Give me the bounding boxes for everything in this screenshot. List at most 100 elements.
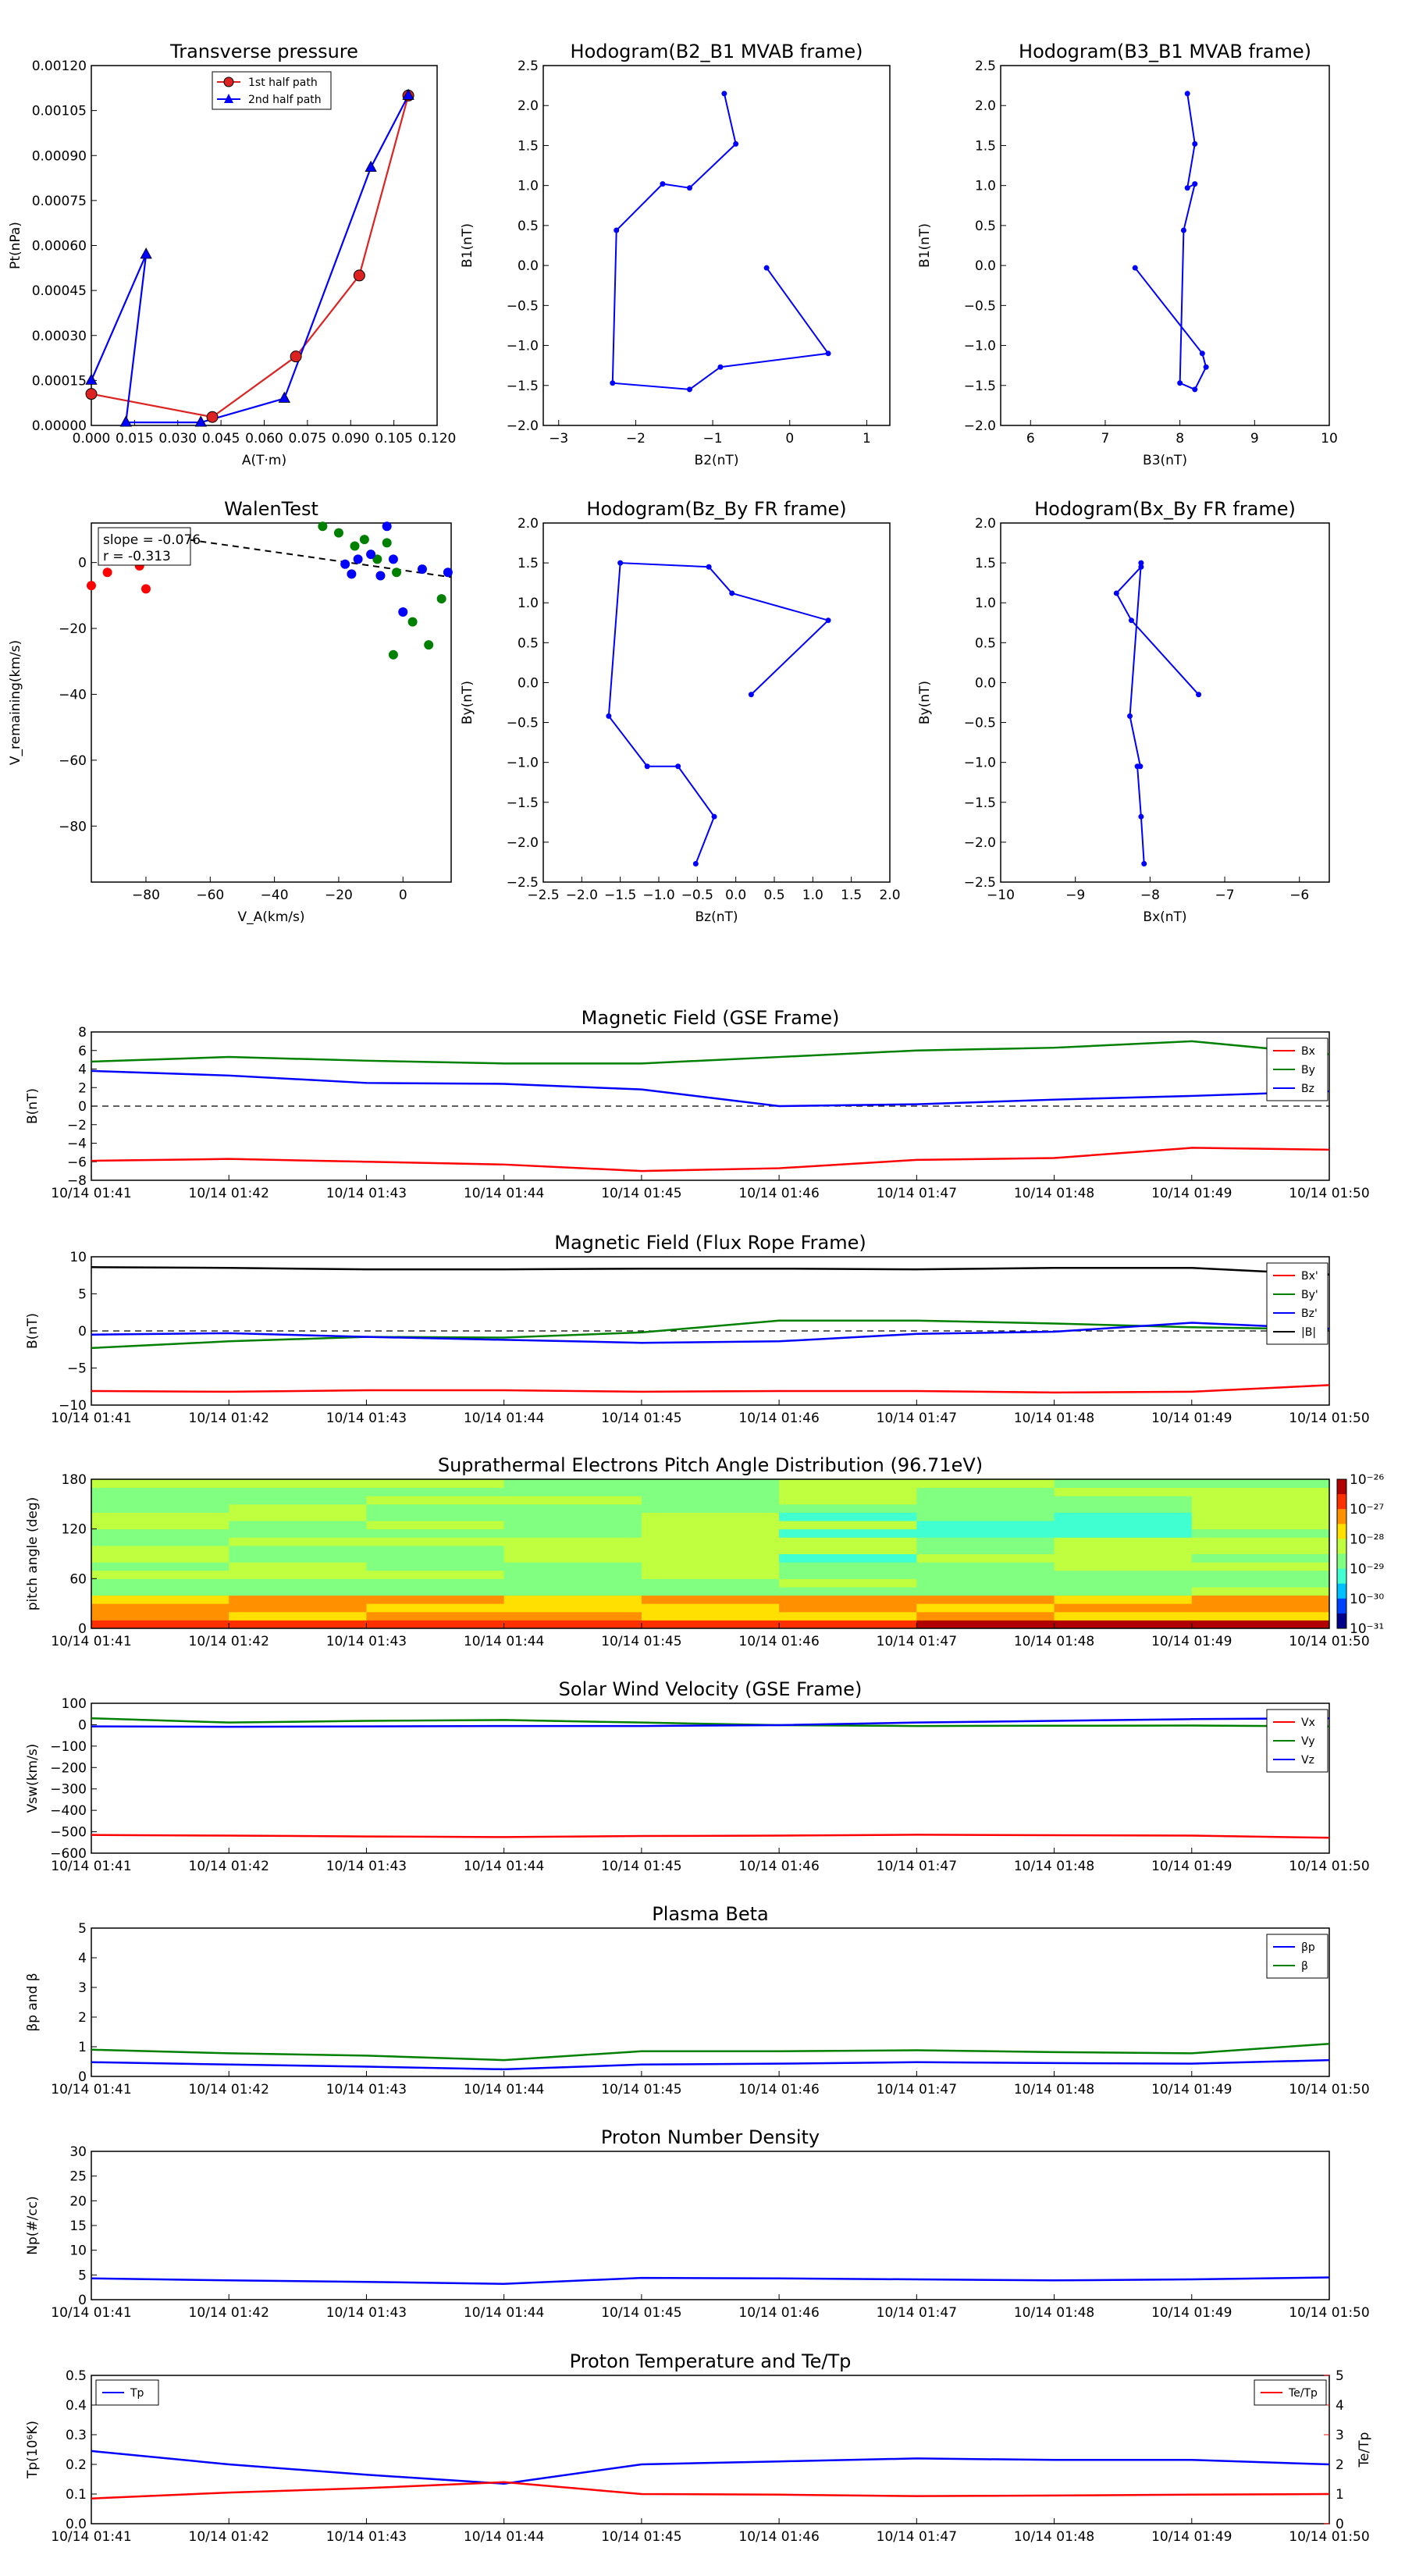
transverse-pressure-point-2 xyxy=(119,415,132,427)
walen-test-annotation-box xyxy=(98,527,191,566)
transverse-pressure-point-2 xyxy=(365,160,377,173)
tp-xtick-label: 10/14 01:50 xyxy=(1289,2529,1369,2545)
np-xtick-label: 10/14 01:42 xyxy=(189,2305,269,2321)
tp-series-1 xyxy=(91,2481,1330,2500)
pad-cell xyxy=(503,1528,642,1538)
pad-cell xyxy=(366,1528,505,1538)
vsw-xtick-label: 10/14 01:45 xyxy=(601,1859,681,1874)
pad-cell xyxy=(1191,1611,1330,1621)
hodo-b2b1-path xyxy=(611,93,830,390)
tp-ylabel: Te/Tp xyxy=(1357,2432,1372,2468)
hodo-bzby-ytick-label: −2.5 xyxy=(507,875,539,891)
walen-test-ytick-label: 0 xyxy=(78,556,87,571)
hodo-bzby-ytick-label: 2.0 xyxy=(518,516,539,532)
hodo-b3b1-xtick-label: 10 xyxy=(1321,431,1338,447)
hodo-bxby-point xyxy=(1138,564,1144,570)
pad-cell xyxy=(1191,1496,1330,1505)
hodo-b2b1-point xyxy=(721,91,727,97)
tp-legend-label-0: Tp xyxy=(130,2387,144,2400)
b-gse-xtick-label: 10/14 01:50 xyxy=(1289,1186,1369,1201)
b-fr-legend xyxy=(1266,1262,1329,1345)
pad-cell xyxy=(91,1578,229,1588)
pad-cell xyxy=(91,1570,229,1579)
pad-cell xyxy=(641,1496,780,1505)
hodo-b3b1-xtick-label: 8 xyxy=(1176,431,1184,447)
pad-cell xyxy=(229,1521,367,1530)
np-ytick-label: 10 xyxy=(69,2243,87,2259)
vsw-xtick-label: 10/14 01:47 xyxy=(877,1859,957,1874)
tp-xtick-label: 10/14 01:45 xyxy=(601,2529,681,2545)
transverse-pressure-xtick-label: 0.060 xyxy=(245,431,283,447)
tp-series-0 xyxy=(91,2450,1330,2485)
walen-test-xlabel: V_A(km/s) xyxy=(237,909,304,925)
hodo-bxby-title: Hodogram(Bx_By FR frame) xyxy=(1034,498,1296,520)
pad-colorbar-segment xyxy=(1337,1598,1346,1614)
b-gse-series-2 xyxy=(91,1069,1330,1108)
beta-frame xyxy=(91,1927,1330,2077)
hodo-bzby-xtick-label: 1.5 xyxy=(841,888,862,903)
hodo-b2b1-ytick-label: 2.0 xyxy=(518,98,539,114)
hodo-b2b1-ytick-label: 2.5 xyxy=(518,59,539,74)
pad-colorbar-label: 10⁻²⁹ xyxy=(1350,1562,1384,1578)
tp-ytick-label: 5 xyxy=(1336,2368,1344,2384)
np-xtick-label: 10/14 01:45 xyxy=(601,2305,681,2321)
hodo-bxby-path xyxy=(1115,563,1200,864)
pad-cell xyxy=(916,1496,1055,1505)
pad-colorbar-label: 10⁻²⁷ xyxy=(1350,1502,1384,1517)
pad-cell xyxy=(1054,1545,1193,1554)
hodo-b2b1-point xyxy=(686,185,692,191)
vsw-ytick-label: −600 xyxy=(50,1846,87,1862)
b-gse-ytick-label: 4 xyxy=(78,1062,87,1078)
transverse-pressure-point-2 xyxy=(278,391,291,403)
hodo-bxby-ytick-label: 1.0 xyxy=(975,596,996,611)
pad-cell xyxy=(641,1595,780,1604)
beta-ytick-label: 2 xyxy=(78,2010,87,2026)
pad-ytick-label: 0 xyxy=(78,1621,87,1637)
hodo-b2b1-point xyxy=(660,181,666,187)
hodo-bxby-point xyxy=(1141,860,1147,866)
vsw-ytick-label: 100 xyxy=(62,1696,87,1712)
pad-frame xyxy=(91,1478,1330,1629)
hodo-bxby-frame xyxy=(1000,522,1330,883)
hodo-b3b1-point xyxy=(1184,91,1190,97)
pad-cell xyxy=(503,1487,642,1496)
beta-xtick-label: 10/14 01:41 xyxy=(51,2082,131,2097)
pad-cell xyxy=(366,1487,505,1496)
hodo-bzby-point xyxy=(606,713,612,719)
b-gse-ytick-label: 2 xyxy=(78,1080,87,1096)
walen-test-point-red xyxy=(102,568,112,578)
walen-test-ytick-label: −40 xyxy=(59,687,87,703)
pad-colorbar-segment xyxy=(1337,1494,1346,1510)
walen-test-point-blue xyxy=(340,559,350,569)
pad-cells xyxy=(91,1479,1330,1629)
pad-cell xyxy=(503,1578,642,1588)
pad-cell xyxy=(229,1479,367,1489)
pad-xtick-label: 10/14 01:47 xyxy=(877,1634,957,1649)
tp-ytick-label: 0.3 xyxy=(66,2428,87,2443)
pad-colorbar-label: 10⁻²⁶ xyxy=(1350,1472,1384,1488)
vsw-ytick-label: −100 xyxy=(50,1739,87,1755)
hodo-b2b1-ytick-label: 0.5 xyxy=(518,219,539,234)
hodo-bxby-ytick-label: −1.0 xyxy=(964,756,996,771)
pad-cell xyxy=(779,1603,917,1613)
transverse-pressure-point-2 xyxy=(194,415,207,427)
b-gse-ytick-label: −6 xyxy=(67,1155,87,1170)
b-fr-xtick-label: 10/14 01:49 xyxy=(1151,1411,1232,1426)
vsw-legend-label-1: Vy xyxy=(1301,1735,1315,1748)
b-fr-xtick-label: 10/14 01:46 xyxy=(738,1411,819,1426)
np-xtick-label: 10/14 01:43 xyxy=(326,2305,407,2321)
beta-xtick-label: 10/14 01:46 xyxy=(738,2082,819,2097)
vsw-xtick-label: 10/14 01:43 xyxy=(326,1859,407,1874)
walen-test-point-red xyxy=(87,581,96,591)
pad-cell xyxy=(779,1487,917,1496)
hodo-bzby-xlabel: Bz(nT) xyxy=(695,909,738,925)
walen-test-point-green xyxy=(350,541,360,551)
transverse-pressure-xtick-label: 0.030 xyxy=(158,431,197,447)
hodo-bzby-point xyxy=(617,560,624,566)
hodo-b3b1-point xyxy=(1203,364,1209,370)
hodo-bzby-point xyxy=(675,763,681,770)
tp-xtick-label: 10/14 01:43 xyxy=(326,2529,407,2545)
hodo-bzby-point xyxy=(729,590,735,596)
pad-cell xyxy=(1191,1537,1330,1546)
transverse-pressure-xlabel: A(T·m) xyxy=(242,453,286,468)
